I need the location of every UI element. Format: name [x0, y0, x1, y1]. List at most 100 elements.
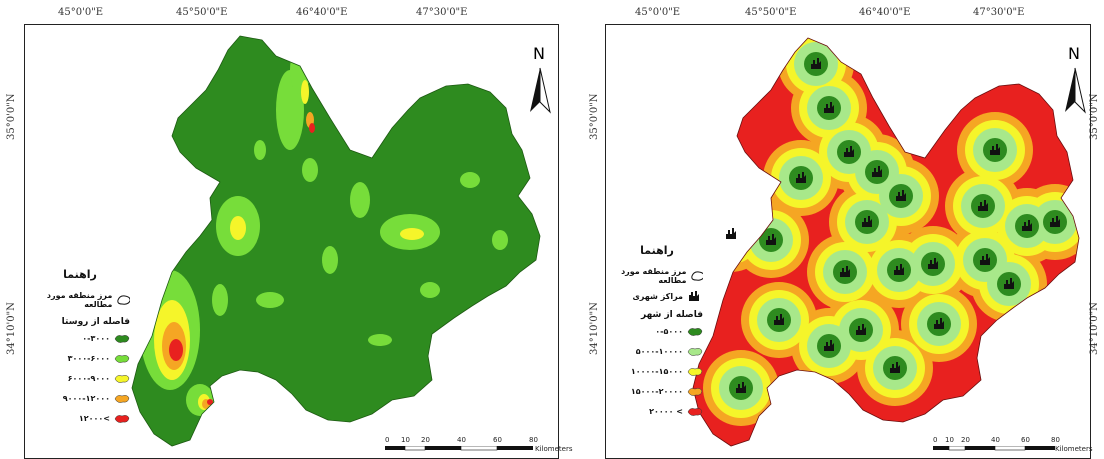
- right-legend: راهنما مرز منطقه مورد مطالعه مراکز شهری …: [611, 244, 703, 426]
- north-label: N: [533, 44, 545, 63]
- city-marker-icon: [890, 362, 900, 373]
- top-tick-3: 46°40'0"E: [859, 7, 911, 18]
- city-marker-icon: [894, 264, 904, 275]
- scale-tick-40: 40: [991, 436, 1000, 444]
- city-marker-icon: [896, 190, 906, 201]
- top-tick-2: 45°50'0"E: [745, 7, 797, 18]
- legend-class-1: ۰-۵۰۰۰: [611, 326, 703, 337]
- legend-class-label: ۱۵۰۰۰-۲۰۰۰۰: [630, 387, 683, 396]
- legend-title: راهنما: [640, 244, 674, 257]
- top-tick-3: 46°40'0"E: [296, 7, 348, 18]
- scale-bar: 0 10 20 40 60 80 Kilometers: [385, 436, 572, 453]
- north-arrow-icon: [530, 67, 551, 114]
- legend-class-4: ۱۵۰۰۰-۲۰۰۰۰: [611, 386, 703, 397]
- legend-class-label: ۳۰۰۰-۶۰۰۰: [67, 354, 110, 363]
- legend-subtitle: فاصله از شهر: [640, 310, 703, 320]
- north-arrow-icon: [1065, 67, 1086, 114]
- city-marker-icon: [811, 58, 821, 69]
- city-marker-icon: [928, 258, 938, 269]
- legend-class-label: ۹۰۰۰-۱۲۰۰۰: [62, 394, 110, 403]
- legend-swatch-icon: [687, 368, 703, 376]
- city-marker-icon: [766, 234, 776, 245]
- legend-class-label: > ۲۰۰۰۰: [649, 407, 683, 416]
- legend-swatch-icon: [114, 335, 130, 343]
- city-marker-icon: [1050, 216, 1060, 227]
- city-markers: [726, 58, 1060, 393]
- legend-boundary-label: مرز منطقه مورد مطالعه: [621, 267, 687, 285]
- legend-boundary-label: مرز منطقه مورد مطالعه: [46, 291, 113, 309]
- scale-tick-60: 60: [493, 436, 502, 444]
- top-tick-1: 45°0'0"E: [58, 7, 104, 18]
- legend-class-label: ۰-۵۰۰۰: [655, 327, 683, 336]
- city-marker-icon: [1004, 278, 1014, 289]
- left-map-canvas: [131, 35, 551, 447]
- legend-swatch-icon: [687, 348, 703, 356]
- left-legend: راهنما مرز منطقه مورد مطالعه فاصله از رو…: [30, 268, 130, 433]
- top-tick-1: 45°0'0"E: [635, 7, 681, 18]
- legend-class-label: ۰-۳۰۰۰: [82, 334, 110, 343]
- scale-bar: 0 10 20 40 60 80 Kilometers: [933, 436, 1092, 453]
- city-marker-icon: [824, 102, 834, 113]
- left-map-panel: 45°0'0"E 45°50'0"E 46°40'0"E 47°30'0"E 3…: [6, 7, 572, 459]
- legend-subtitle: فاصله از روستا: [61, 317, 130, 327]
- city-marker-icon: [736, 382, 746, 393]
- top-tick-4: 47°30'0"E: [416, 7, 468, 18]
- scale-tick-0: 0: [933, 436, 938, 444]
- legend-class-3: ۶۰۰۰-۹۰۰۰: [30, 373, 130, 384]
- boundary-symbol-icon: [691, 271, 703, 281]
- legend-swatch-icon: [114, 395, 130, 403]
- legend-class-5: >۱۲۰۰۰: [30, 413, 130, 424]
- city-symbol-icon: [689, 291, 699, 301]
- legend-class-label: ۵۰۰۰-۱۰۰۰۰: [635, 347, 683, 356]
- scale-tick-60: 60: [1021, 436, 1030, 444]
- legend-class-2: ۵۰۰۰-۱۰۰۰۰: [611, 346, 703, 357]
- legend-swatch-icon: [114, 375, 130, 383]
- legend-swatch-icon: [687, 388, 703, 396]
- legend-swatch-icon: [114, 415, 130, 423]
- scale-tick-10: 10: [401, 436, 410, 444]
- city-marker-icon: [726, 228, 736, 239]
- scale-tick-20: 20: [961, 436, 970, 444]
- top-tick-4: 47°30'0"E: [973, 7, 1025, 18]
- scale-unit: Kilometers: [535, 445, 573, 453]
- city-marker-icon: [840, 266, 850, 277]
- scale-tick-80: 80: [1051, 436, 1060, 444]
- city-marker-icon: [844, 146, 854, 157]
- legend-class-label: ۱۰۰۰۰-۱۵۰۰۰: [630, 367, 683, 376]
- city-marker-icon: [862, 216, 872, 227]
- legend-swatch-icon: [114, 355, 130, 363]
- scale-tick-80: 80: [529, 436, 538, 444]
- city-marker-icon: [872, 166, 882, 177]
- legend-classes: ۰-۵۰۰۰ ۵۰۰۰-۱۰۰۰۰ ۱۰۰۰۰-۱۵۰۰۰ ۱۵۰۰۰-۲۰۰۰۰ > …: [611, 326, 703, 417]
- city-marker-icon: [824, 340, 834, 351]
- city-marker-icon: [990, 144, 1000, 155]
- scale-tick-40: 40: [457, 436, 466, 444]
- legend-swatch-icon: [687, 408, 703, 416]
- legend-title: راهنما: [63, 268, 97, 281]
- top-tick-2: 45°50'0"E: [176, 7, 228, 18]
- legend-class-label: ۶۰۰۰-۹۰۰۰: [67, 374, 110, 383]
- boundary-symbol-icon: [117, 295, 130, 305]
- scale-tick-0: 0: [385, 436, 390, 444]
- scale-unit: Kilometers: [1055, 445, 1093, 453]
- legend-classes: ۰-۳۰۰۰ ۳۰۰۰-۶۰۰۰ ۶۰۰۰-۹۰۰۰ ۹۰۰۰-۱۲۰۰۰ >۱۲۰۰۰: [30, 333, 130, 424]
- legend-centers-label: مراکز شهری: [632, 291, 683, 301]
- legend-swatch-icon: [687, 328, 703, 336]
- legend-class-label: >۱۲۰۰۰: [78, 414, 110, 423]
- right-map-panel: 45°0'0"E 45°50'0"E 46°40'0"E 47°30'0"E 3…: [583, 0, 1104, 459]
- city-marker-icon: [978, 200, 988, 211]
- north-label: N: [1068, 44, 1080, 63]
- legend-class-2: ۳۰۰۰-۶۰۰۰: [30, 353, 130, 364]
- city-marker-icon: [1022, 220, 1032, 231]
- legend-class-5: > ۲۰۰۰۰: [611, 406, 703, 417]
- scale-tick-10: 10: [945, 436, 954, 444]
- city-marker-icon: [856, 324, 866, 335]
- city-marker-icon: [934, 318, 944, 329]
- legend-class-1: ۰-۳۰۰۰: [30, 333, 130, 344]
- city-marker-icon: [774, 314, 784, 325]
- city-marker-icon: [796, 172, 806, 183]
- legend-class-4: ۹۰۰۰-۱۲۰۰۰: [30, 393, 130, 404]
- city-marker-icon: [980, 254, 990, 265]
- legend-class-3: ۱۰۰۰۰-۱۵۰۰۰: [611, 366, 703, 377]
- scale-tick-20: 20: [421, 436, 430, 444]
